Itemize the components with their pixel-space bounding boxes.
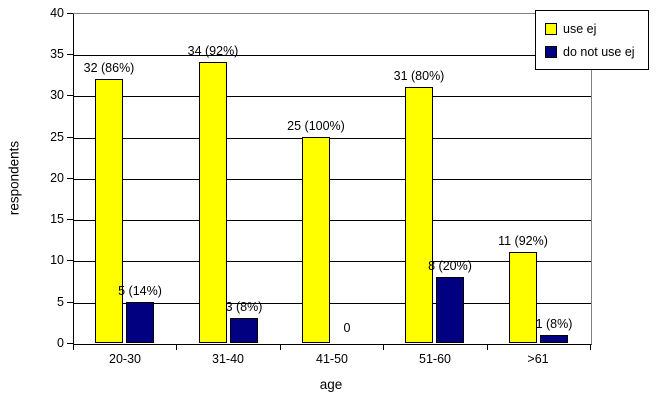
y-axis-tick (67, 343, 73, 344)
data-label: 32 (86%) (83, 61, 135, 75)
y-tick-label: 15 (50, 212, 64, 226)
y-axis-tick (67, 95, 73, 96)
data-label: 31 (80%) (393, 69, 445, 83)
x-axis-title: age (319, 377, 343, 392)
bar-use-ej->61 (509, 252, 537, 343)
gridline (74, 138, 591, 139)
y-axis-tick (67, 13, 73, 14)
legend-item-do-not-use-ej: do not use ej (545, 45, 644, 59)
data-label: 25 (100%) (287, 119, 345, 133)
legend-swatch-use-ej-icon (545, 22, 557, 35)
y-axis-tick (67, 137, 73, 138)
gridline (74, 261, 591, 262)
x-category-label: >61 (527, 352, 549, 366)
legend-swatch-do-not-use-ej-icon (545, 45, 557, 58)
gridline (74, 303, 591, 304)
data-label: 11 (92%) (498, 234, 548, 248)
gridline (74, 220, 591, 221)
y-tick-label: 25 (50, 130, 64, 144)
y-axis-tick (67, 178, 73, 179)
y-tick-label: 10 (50, 253, 64, 267)
data-label: 34 (92%) (187, 44, 239, 58)
gridline (74, 55, 591, 56)
bar-use-ej-51-60 (405, 87, 433, 343)
y-axis-tick (67, 54, 73, 55)
bar-do-not-use-ej-51-60 (436, 277, 464, 343)
y-tick-label: 40 (50, 6, 64, 20)
y-axis-tick (67, 260, 73, 261)
y-tick-label: 35 (50, 47, 64, 61)
x-axis-tick (590, 344, 591, 350)
data-label: 1 (8%) (535, 317, 573, 331)
x-category-label: 41-50 (316, 352, 348, 366)
plot-area (73, 13, 592, 345)
x-axis-tick (176, 344, 177, 350)
bar-use-ej-41-50 (302, 137, 330, 343)
gridline (74, 179, 591, 180)
gridline (74, 96, 591, 97)
x-category-label: 20-30 (109, 352, 141, 366)
x-axis-tick (383, 344, 384, 350)
y-axis-title: respondents (6, 140, 22, 216)
data-label: 5 (14%) (118, 284, 162, 298)
bar-use-ej-20-30 (95, 79, 123, 343)
bar-do-not-use-ej->61 (540, 335, 568, 343)
y-tick-label: 20 (50, 171, 64, 185)
data-label: 3 (8%) (225, 300, 263, 314)
y-axis-tick (67, 302, 73, 303)
legend-label: use ej (563, 21, 597, 36)
bar-do-not-use-ej-31-40 (230, 318, 258, 343)
x-axis-tick (487, 344, 488, 350)
data-label: 0 (343, 321, 351, 335)
x-axis-tick (73, 344, 74, 350)
y-tick-label: 5 (57, 295, 64, 309)
legend-label: do not use ej (563, 44, 635, 59)
y-axis-tick (67, 219, 73, 220)
x-category-label: 31-40 (212, 352, 244, 366)
bar-do-not-use-ej-20-30 (126, 302, 154, 343)
bar-use-ej-31-40 (199, 62, 227, 343)
data-label: 8 (20%) (428, 259, 472, 273)
legend-item-use-ej: use ej (545, 22, 644, 36)
y-tick-label: 30 (50, 88, 64, 102)
legend: use ej do not use ej (535, 10, 649, 70)
y-tick-label: 0 (57, 336, 64, 350)
x-axis-tick (280, 344, 281, 350)
x-category-label: 51-60 (419, 352, 451, 366)
